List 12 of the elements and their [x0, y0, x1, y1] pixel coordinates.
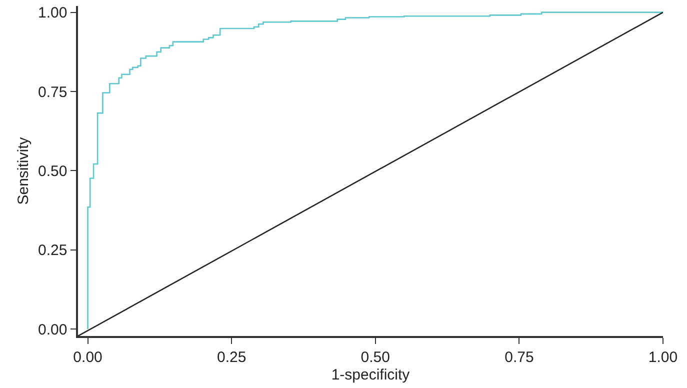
y-tick-label: 1.00	[38, 4, 68, 22]
x-tick-label: 0.00	[73, 348, 102, 366]
y-tick-label: 0.50	[38, 162, 68, 180]
y-tick-label: 0.75	[38, 84, 68, 101]
x-tick-label: 1.00	[648, 348, 678, 366]
x-tick-label: 0.25	[216, 348, 246, 366]
x-axis-title: 1-specificity	[331, 366, 410, 384]
y-axis-title: Sensitivity	[14, 136, 32, 205]
y-tick-label: 0.00	[38, 321, 68, 338]
y-tick-label: 0.25	[38, 242, 68, 260]
x-tick-label: 0.75	[504, 348, 534, 366]
x-tick-label: 0.50	[360, 348, 390, 366]
